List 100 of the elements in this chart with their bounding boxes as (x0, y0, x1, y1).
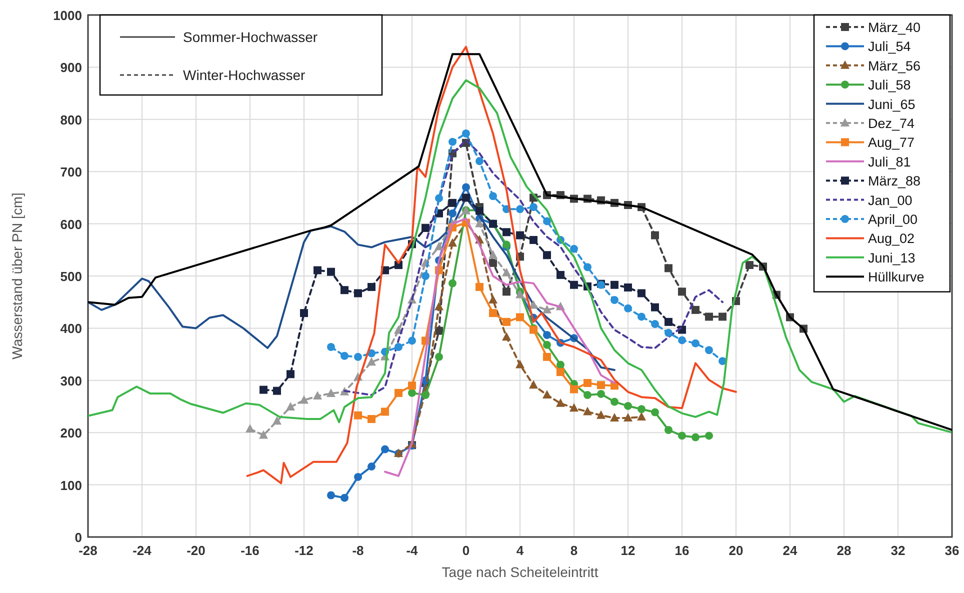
x-tick-label: 24 (782, 543, 798, 558)
x-tick-label: 32 (890, 543, 906, 558)
x-tick-label: -8 (352, 543, 364, 558)
legend-label: Juli_81 (868, 154, 911, 170)
point (624, 283, 632, 292)
y-tick-label: 400 (60, 321, 82, 336)
x-tick-label: -20 (186, 543, 206, 558)
point (368, 462, 376, 471)
legend-label: Aug_77 (868, 135, 915, 150)
point (651, 303, 659, 312)
point (664, 426, 672, 434)
point (705, 432, 713, 440)
point (624, 304, 632, 312)
point (434, 302, 444, 310)
point (408, 382, 416, 390)
point (422, 272, 430, 280)
legend-label: Juni_13 (868, 250, 916, 266)
point (516, 231, 524, 240)
point (542, 390, 552, 399)
point (475, 218, 484, 228)
point (556, 360, 564, 369)
point (448, 138, 456, 146)
point (651, 231, 659, 240)
y-axis-title: Wasserstand über PN [cm] (9, 192, 25, 360)
point (435, 194, 443, 202)
point (286, 402, 295, 411)
point (489, 258, 497, 267)
point (354, 411, 362, 420)
point (570, 244, 578, 253)
point (556, 270, 564, 279)
point (367, 357, 376, 366)
point (584, 263, 592, 272)
point (516, 360, 524, 368)
point (692, 306, 700, 314)
point (692, 339, 700, 348)
point (381, 408, 389, 416)
point (272, 416, 282, 425)
point (246, 424, 254, 432)
point (489, 309, 497, 318)
point (746, 261, 754, 270)
point (300, 309, 308, 318)
point (597, 381, 605, 390)
point (705, 346, 713, 354)
point (543, 352, 551, 361)
x-tick-label: 12 (620, 543, 636, 558)
x-tick-label: 16 (674, 543, 690, 558)
point (368, 415, 376, 424)
point (488, 250, 498, 259)
point (624, 412, 632, 422)
point (314, 266, 322, 274)
legend-label: Juli_54 (868, 39, 912, 54)
x-tick-label: -24 (132, 543, 152, 558)
legend-label: Hüllkurve (868, 270, 924, 285)
point (448, 279, 456, 288)
point (260, 386, 268, 394)
point (300, 395, 308, 404)
x-tick-label: 4 (516, 543, 524, 558)
x-tick-label: 36 (944, 543, 960, 558)
point (718, 312, 726, 321)
y-tick-label: 1000 (53, 8, 82, 23)
point (624, 402, 632, 410)
point (692, 433, 700, 442)
point (408, 336, 416, 345)
point (368, 282, 376, 291)
x-tick-label: -28 (78, 543, 98, 558)
legend-label: Juli_58 (868, 78, 911, 93)
point (354, 352, 362, 361)
legend-label: Dez_74 (868, 116, 916, 131)
point (542, 304, 552, 314)
point (584, 391, 592, 400)
y-tick-label: 200 (60, 426, 82, 441)
point (543, 330, 551, 339)
legend-label: Jan_00 (868, 192, 912, 208)
point (516, 313, 524, 322)
point (530, 236, 538, 244)
point (462, 194, 470, 202)
point (273, 386, 281, 395)
point (678, 288, 686, 296)
point (476, 157, 484, 166)
point (664, 328, 672, 337)
point (529, 380, 538, 389)
x-tick-label: 8 (570, 543, 578, 558)
y-tick-label: 900 (60, 60, 82, 76)
x-tick-label: 0 (462, 543, 470, 558)
point (610, 296, 618, 304)
point (651, 320, 659, 328)
point (543, 251, 551, 260)
annotation: Winter-Hochwasser (183, 67, 306, 83)
point (678, 432, 686, 440)
point (502, 332, 511, 341)
point (705, 312, 713, 321)
point (422, 391, 430, 400)
point (638, 312, 646, 321)
point (354, 289, 362, 298)
point (448, 209, 456, 218)
point (664, 264, 672, 272)
y-tick-label: 700 (60, 164, 82, 180)
point (543, 217, 551, 226)
point (327, 491, 335, 500)
x-tick-label: -12 (294, 543, 314, 558)
